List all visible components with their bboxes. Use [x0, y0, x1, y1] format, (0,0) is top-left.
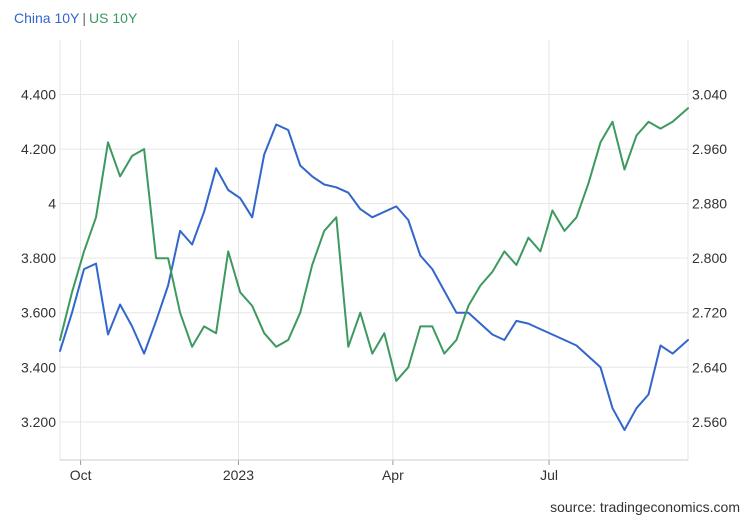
- series-line-china-10y[interactable]: [59, 123, 689, 431]
- grid-lines: [59, 40, 689, 460]
- source-credit: source: tradingeconomics.com: [550, 499, 740, 515]
- x-tick-label: 2023: [223, 467, 254, 483]
- legend: China 10Y | US 10Y: [14, 10, 137, 26]
- series-group: [59, 107, 689, 431]
- left-y-axis: 3.200 3.400 3.600 3.800 4 4.200 4.400: [21, 87, 56, 430]
- x-tick-label: Oct: [70, 467, 92, 483]
- left-tick-label: 4.200: [21, 141, 56, 157]
- legend-china[interactable]: China 10Y: [14, 10, 80, 26]
- right-tick-label: 2.720: [692, 305, 727, 321]
- right-y-axis: 2.560 2.640 2.720 2.800 2.880 2.960 3.040: [692, 87, 727, 430]
- x-tick-label: Jul: [540, 467, 558, 483]
- left-tick-label: 3.400: [21, 359, 56, 375]
- left-tick-label: 3.200: [21, 414, 56, 430]
- right-tick-label: 2.560: [692, 414, 727, 430]
- right-tick-label: 3.040: [692, 87, 727, 103]
- right-tick-label: 2.880: [692, 196, 727, 212]
- left-tick-label: 4: [48, 196, 56, 212]
- x-axis: Oct 2023 Apr Jul: [60, 459, 688, 483]
- left-tick-label: 3.600: [21, 305, 56, 321]
- left-tick-label: 3.800: [21, 250, 56, 266]
- right-tick-label: 2.640: [692, 359, 727, 375]
- legend-separator: |: [82, 10, 87, 26]
- left-tick-label: 4.400: [21, 87, 56, 103]
- right-tick-label: 2.960: [692, 141, 727, 157]
- x-tick-label: Apr: [382, 467, 404, 483]
- series-line-us-10y[interactable]: [59, 107, 689, 382]
- legend-us[interactable]: US 10Y: [89, 10, 138, 26]
- right-tick-label: 2.800: [692, 250, 727, 266]
